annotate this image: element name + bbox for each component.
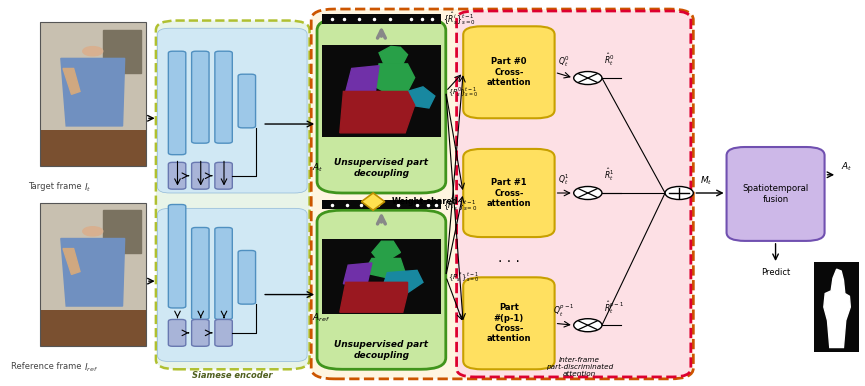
Circle shape — [573, 186, 602, 200]
Text: · · ·: · · · — [498, 255, 520, 269]
Text: Unsupervised part
decoupling: Unsupervised part decoupling — [335, 158, 428, 178]
Circle shape — [83, 47, 103, 56]
FancyBboxPatch shape — [192, 51, 209, 143]
Text: $\{P^0_s\}^{t-1}_{s=0}$: $\{P^0_s\}^{t-1}_{s=0}$ — [448, 85, 478, 98]
Text: $Q^0_t$: $Q^0_t$ — [558, 54, 570, 69]
Circle shape — [573, 319, 602, 332]
FancyBboxPatch shape — [169, 163, 186, 189]
Text: $\{\hat{R}^i_s\}^{t-1}_{s=0}$: $\{\hat{R}^i_s\}^{t-1}_{s=0}$ — [443, 10, 476, 27]
Polygon shape — [63, 249, 80, 274]
Text: $\mathit{I}_t$: $\mathit{I}_t$ — [85, 181, 92, 194]
Polygon shape — [362, 193, 385, 210]
Text: $Q^{p-1}_t$: $Q^{p-1}_t$ — [554, 302, 575, 318]
Text: $\mathit{I}_{ref}$: $\mathit{I}_{ref}$ — [85, 362, 99, 374]
Polygon shape — [340, 91, 414, 133]
Polygon shape — [104, 30, 141, 73]
Text: $A_{ref}$: $A_{ref}$ — [312, 311, 330, 324]
FancyBboxPatch shape — [215, 163, 233, 189]
FancyBboxPatch shape — [317, 210, 445, 369]
FancyBboxPatch shape — [157, 28, 307, 193]
Polygon shape — [340, 282, 407, 312]
Bar — [40, 130, 146, 166]
Text: Inter-frame
part-discriminated
attention: Inter-frame part-discriminated attention — [546, 357, 613, 377]
Polygon shape — [63, 68, 80, 94]
Bar — [322, 200, 441, 210]
Bar — [40, 203, 146, 346]
Bar — [40, 203, 146, 346]
FancyBboxPatch shape — [157, 208, 307, 362]
FancyBboxPatch shape — [169, 51, 186, 155]
Bar — [40, 22, 146, 166]
Text: $\hat{R}^1_t$: $\hat{R}^1_t$ — [605, 166, 615, 183]
FancyBboxPatch shape — [169, 320, 186, 346]
Text: Spatiotemporal
fusion: Spatiotemporal fusion — [742, 184, 809, 204]
FancyBboxPatch shape — [215, 51, 233, 143]
Text: $\hat{R}^{p-1}_t$: $\hat{R}^{p-1}_t$ — [605, 299, 625, 316]
Text: $A_t$: $A_t$ — [841, 161, 853, 173]
FancyBboxPatch shape — [464, 277, 554, 369]
Bar — [40, 310, 146, 346]
Text: Part
#(p-1)
Cross-
attention: Part #(p-1) Cross- attention — [487, 303, 531, 344]
FancyBboxPatch shape — [169, 205, 186, 308]
FancyBboxPatch shape — [156, 20, 310, 369]
FancyBboxPatch shape — [215, 227, 233, 320]
Polygon shape — [372, 241, 400, 258]
Polygon shape — [346, 66, 379, 101]
FancyBboxPatch shape — [192, 227, 209, 320]
Text: $\{P^*_s\}^{t-1}_{s=0}$: $\{P^*_s\}^{t-1}_{s=0}$ — [448, 270, 480, 283]
FancyBboxPatch shape — [192, 320, 209, 346]
Text: Target frame: Target frame — [29, 181, 85, 191]
FancyBboxPatch shape — [464, 149, 554, 237]
Polygon shape — [104, 210, 141, 253]
Bar — [322, 14, 441, 24]
Text: $Q^1_t$: $Q^1_t$ — [559, 173, 570, 187]
FancyBboxPatch shape — [192, 163, 209, 189]
FancyBboxPatch shape — [457, 11, 691, 377]
Polygon shape — [375, 64, 414, 93]
FancyBboxPatch shape — [464, 26, 554, 118]
Bar — [814, 262, 860, 352]
Text: Reference frame: Reference frame — [11, 362, 85, 371]
FancyBboxPatch shape — [317, 19, 445, 193]
Text: Unsupervised part
decoupling: Unsupervised part decoupling — [335, 340, 428, 360]
Text: $M_t$: $M_t$ — [700, 175, 713, 187]
Polygon shape — [394, 87, 435, 110]
Text: $\hat{R}^0_t$: $\hat{R}^0_t$ — [605, 51, 615, 68]
Text: Siamese encoder: Siamese encoder — [193, 371, 273, 380]
Text: Predict: Predict — [761, 268, 791, 277]
Polygon shape — [381, 270, 423, 293]
Polygon shape — [61, 239, 125, 306]
Bar — [322, 46, 441, 137]
Text: $\{\hat{R}^*_s\}^{t-1}_{s=0}$: $\{\hat{R}^*_s\}^{t-1}_{s=0}$ — [443, 196, 478, 213]
FancyBboxPatch shape — [311, 9, 694, 379]
FancyBboxPatch shape — [727, 147, 824, 241]
FancyBboxPatch shape — [215, 320, 233, 346]
Bar — [322, 239, 441, 314]
Polygon shape — [823, 269, 850, 347]
Circle shape — [83, 227, 103, 236]
Bar — [40, 22, 146, 166]
FancyBboxPatch shape — [238, 74, 255, 128]
Circle shape — [573, 71, 602, 85]
Polygon shape — [343, 263, 372, 284]
Polygon shape — [363, 258, 405, 278]
Text: Part #1
Cross-
attention: Part #1 Cross- attention — [487, 178, 531, 208]
Circle shape — [665, 186, 694, 200]
FancyBboxPatch shape — [238, 251, 255, 304]
Text: $A_t$: $A_t$ — [312, 162, 324, 174]
Text: Weight-shared: Weight-shared — [391, 197, 458, 206]
Polygon shape — [379, 46, 407, 64]
Text: Part #0
Cross-
attention: Part #0 Cross- attention — [487, 58, 531, 87]
Polygon shape — [61, 58, 125, 126]
